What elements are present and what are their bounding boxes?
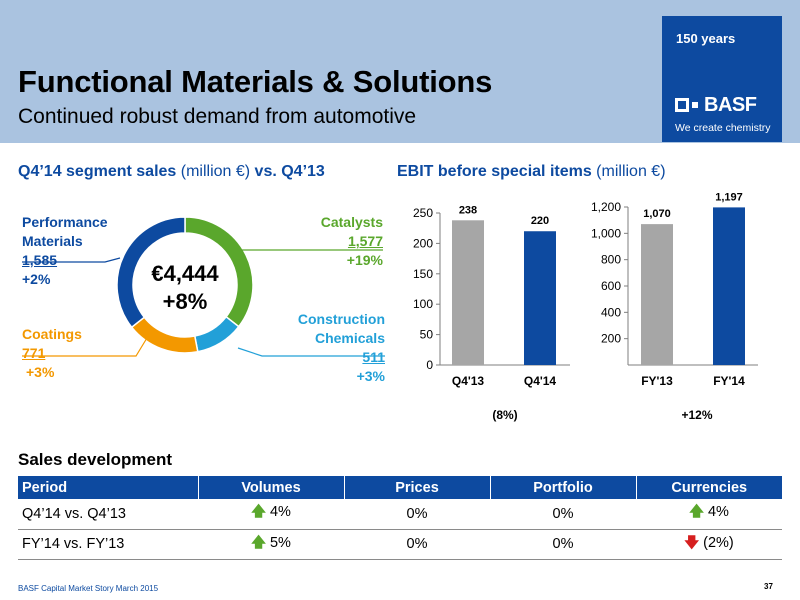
bar-chart-1-category-label: Q4'13: [452, 374, 485, 388]
bar-chart-2-tick-label: 400: [601, 305, 621, 319]
volumes-value: 4%: [269, 504, 291, 521]
slice-name: Construction: [297, 311, 385, 327]
bar-chart-2-bar: [641, 224, 673, 365]
bar-chart-2-category-label: FY'14: [713, 374, 745, 388]
slice-name: Materials: [22, 233, 83, 249]
arrow-up-icon: 🡅: [251, 534, 266, 551]
volumes-value: 5%: [269, 534, 291, 551]
prices-cell: 0%: [344, 499, 490, 530]
slice-value: 1,585: [22, 252, 58, 268]
segment-sales-heading: Q4’14 segment sales (million €) vs. Q4’1…: [18, 163, 325, 181]
donut-center-value: €4,444: [151, 261, 219, 286]
bar-chart-2-data-label: 1,197: [715, 191, 743, 203]
page-subtitle: Continued robust demand from automotive: [18, 105, 417, 128]
bar-chart-2-tick-label: 200: [601, 332, 621, 346]
bar-chart-1-category-label: Q4'14: [524, 374, 557, 388]
period-cell: FY’14 vs. FY’13: [18, 529, 198, 560]
donut-label-0: Catalysts 1,577 +19%: [283, 213, 383, 270]
column-header-volumes: Volumes: [198, 476, 345, 499]
volumes-cell: 🡅 5%: [198, 529, 344, 560]
donut-leader-line-3: [22, 257, 121, 263]
currencies-value: 4%: [707, 504, 729, 521]
donut-slice-1: [193, 315, 240, 353]
bar-chart-1-bar: [524, 231, 556, 365]
donut-center-change: +8%: [163, 289, 208, 314]
column-header-prices: Prices: [344, 476, 491, 499]
donut-label-3: Performance Materials 1,585 +2%: [22, 213, 142, 289]
column-header-currencies: Currencies: [636, 476, 782, 499]
logo-dot-icon: [692, 102, 698, 108]
ebit-heading-unit: (million €): [591, 163, 666, 180]
segment-sales-heading-b: vs. Q4’13: [254, 163, 325, 180]
brand-slogan: We create chemistry: [675, 122, 771, 134]
sales-development-title: Sales development: [18, 450, 173, 469]
slice-name: Performance: [22, 214, 108, 230]
bar-chart-2-data-label: 1,070: [643, 208, 671, 220]
column-header-portfolio: Portfolio: [490, 476, 637, 499]
arrow-up-icon: 🡅: [251, 504, 266, 521]
ebit-heading-bold: EBIT before special items: [397, 163, 592, 180]
slice-change: +3%: [356, 368, 385, 384]
donut-leader-line-1: [237, 347, 385, 357]
anniversary-badge: 150 years: [676, 31, 736, 46]
slice-value: 771: [22, 345, 46, 361]
ebit-heading: EBIT before special items (million €): [397, 163, 666, 181]
column-header-period: Period: [18, 476, 199, 499]
footer-text: BASF Capital Market Story March 2015: [18, 584, 159, 593]
brand-box: 150 years BASF We create chemistry: [662, 16, 782, 142]
bar-chart-1-bar: [452, 220, 484, 365]
slice-value: 511: [362, 349, 385, 365]
bar-chart-2-bar: [713, 207, 745, 365]
slice-value: 1,577: [347, 233, 383, 249]
slice-change: +19%: [346, 252, 383, 268]
bar-chart-1-tick-label: 0: [426, 358, 433, 372]
arrow-up-icon: 🡅: [689, 504, 704, 521]
period-cell: Q4’14 vs. Q4’13: [18, 499, 198, 530]
table-row: FY’14 vs. FY’13 🡅 5% 0% 0% 🡇 (2%): [18, 529, 782, 560]
page-number: 37: [764, 582, 773, 591]
arrow-down-icon: 🡇: [684, 534, 700, 551]
slice-change: +3%: [26, 364, 55, 380]
bar-chart-2-tick-label: 800: [601, 253, 621, 267]
bar-chart-2-tick-label: 600: [601, 279, 621, 293]
bar-chart-1-tick-label: 100: [413, 297, 433, 311]
portfolio-cell: 0%: [490, 529, 636, 560]
slice-name: Coatings: [22, 326, 82, 342]
sales-development-table: Period Volumes Prices Portfolio Currenci…: [18, 476, 782, 560]
currencies-cell: 🡅 4%: [636, 499, 782, 530]
bar-chart-2-category-label: FY'13: [641, 374, 673, 388]
currencies-value: (2%): [703, 534, 734, 551]
bar-chart-1-tick-label: 150: [413, 267, 433, 281]
brand-name: BASF: [704, 94, 757, 116]
slice-change: +2%: [22, 271, 51, 287]
donut-slice-3: [116, 216, 186, 329]
table-header-row: Period Volumes Prices Portfolio Currenci…: [18, 476, 782, 499]
donut-label-2: Coatings 771 +3%: [22, 325, 132, 382]
slice-name: Chemicals: [314, 330, 385, 346]
bar-chart-2-change: +12%: [681, 408, 712, 422]
bar-chart-1-tick-label: 200: [413, 236, 433, 250]
prices-cell: 0%: [344, 529, 490, 560]
donut-label-1: Construction Chemicals 511 +3%: [268, 310, 385, 386]
volumes-cell: 🡅 4%: [198, 499, 344, 530]
currencies-cell: 🡇 (2%): [636, 529, 782, 560]
page-title: Functional Materials & Solutions: [18, 64, 493, 99]
logo-square-icon: [675, 98, 689, 112]
bar-chart-1-data-label: 238: [459, 204, 477, 216]
bar-chart-1-tick-label: 250: [413, 206, 433, 220]
segment-sales-heading-a: Q4’14 segment sales: [18, 163, 177, 180]
table-row: Q4’14 vs. Q4’13 🡅 4% 0% 0% 🡅 4%: [18, 499, 782, 530]
slice-name: Catalysts: [320, 214, 383, 230]
portfolio-cell: 0%: [490, 499, 636, 530]
bar-chart-2-tick-label: 1,200: [591, 200, 621, 214]
bar-chart-1-change: (8%): [492, 408, 517, 422]
bar-chart-1-tick-label: 50: [420, 328, 434, 342]
bar-chart-1-data-label: 220: [531, 215, 549, 227]
donut-leader-line-2: [22, 332, 151, 357]
segment-sales-heading-unit: (million €): [176, 163, 255, 180]
bar-chart-2-tick-label: 1,000: [591, 226, 621, 240]
